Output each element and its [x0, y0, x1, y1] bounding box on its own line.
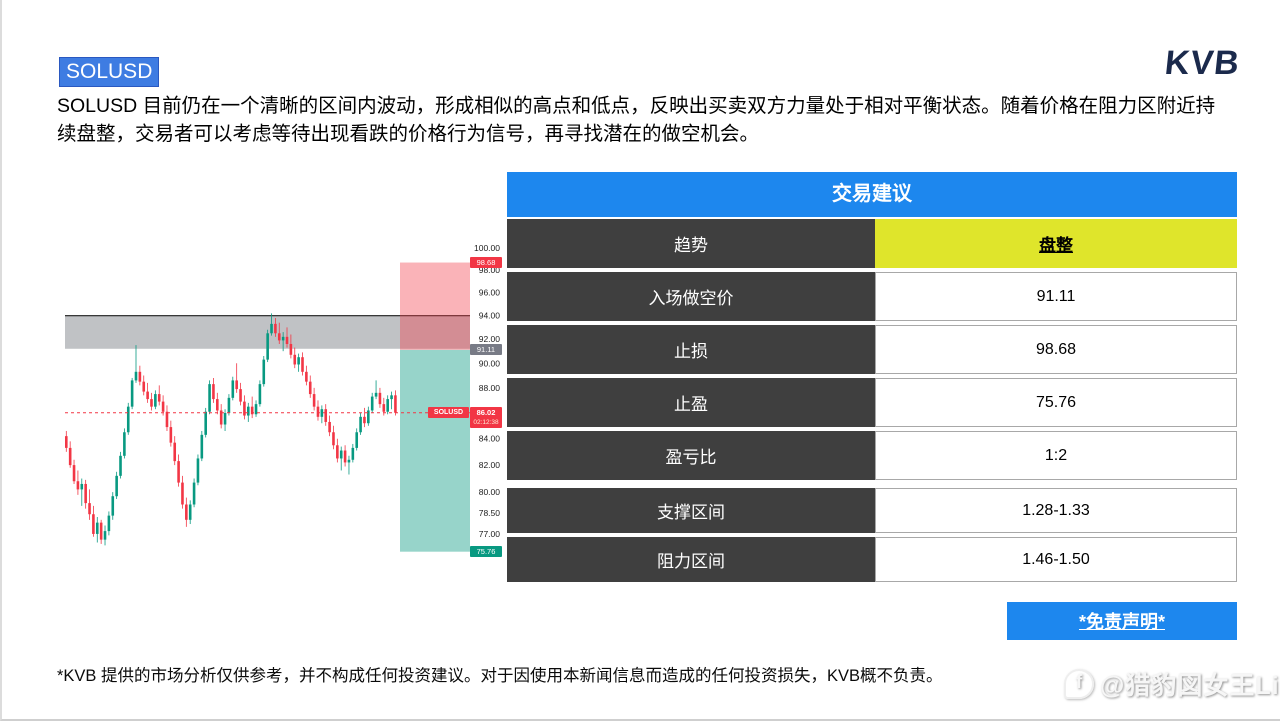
watermark: f @猎豹図女王Li	[1064, 666, 1280, 702]
support-range-label: 支撑区间	[507, 488, 875, 533]
analysis-text: SOLUSD 目前仍在一个清晰的区间内波动，形成相似的高点和低点，反映出买卖双方…	[57, 95, 1216, 145]
table-row: 支撑区间 1.28-1.33	[507, 488, 1237, 533]
take-profit-value: 75.76	[875, 378, 1237, 427]
stop-loss-label: 止损	[507, 325, 875, 374]
stop-loss-price-tag: 98.68	[470, 257, 502, 269]
svg-text:82.00: 82.00	[479, 460, 501, 470]
resistance-range-label: 阻力区间	[507, 537, 875, 582]
table-row: 入场做空价 91.11	[507, 272, 1237, 321]
trade-advice-table: 交易建议 趋势 盘整 入场做空价 91.11 止损 98.68 止盈 75.76…	[507, 172, 1237, 586]
svg-text:96.00: 96.00	[479, 288, 501, 298]
footnote-disclaimer: *KVB 提供的市场分析仅供参考，并不构成任何投资建议。对于因使用本新闻信息而造…	[57, 667, 943, 685]
price-chart: 100.00 98.00 96.00 94.00 92.00 90.00 88.00 84.0…	[57, 232, 507, 562]
svg-text:84.00: 84.00	[479, 434, 501, 444]
table-row: 止盈 75.76	[507, 378, 1237, 427]
table-row: 趋势 盘整	[507, 219, 1237, 268]
current-price-tag: SOLUSD 86.02 02:12:38	[428, 407, 502, 429]
countdown-timer: 02:12:38	[473, 419, 499, 427]
stop-loss-value: 98.68	[875, 325, 1237, 374]
watermark-handle: @猎豹図女王Li	[1100, 672, 1280, 700]
svg-text:92.00: 92.00	[479, 334, 501, 344]
entry-price-tag: 91.11	[470, 344, 502, 356]
symbol-label: SOLUSD	[428, 407, 469, 419]
resistance-range-value: 1.46-1.50	[875, 537, 1237, 582]
table-row: 阻力区间 1.46-1.50	[507, 537, 1237, 582]
disclaimer-button[interactable]: *免责声明*	[1007, 602, 1237, 640]
svg-text:98.00: 98.00	[479, 265, 501, 275]
svg-text:80.00: 80.00	[479, 487, 501, 497]
svg-text:94.00: 94.00	[479, 311, 501, 321]
risk-reward-value: 1:2	[875, 431, 1237, 480]
risk-reward-label: 盈亏比	[507, 431, 875, 480]
svg-text:78.50: 78.50	[479, 508, 501, 518]
support-range-value: 1.28-1.33	[875, 488, 1237, 533]
take-profit-label: 止盈	[507, 378, 875, 427]
facebook-icon: f	[1064, 669, 1094, 699]
current-price: 86.02	[476, 408, 496, 418]
symbol-badge: SOLUSD	[59, 57, 160, 87]
kvb-logo: KVB	[1163, 44, 1242, 82]
entry-label: 入场做空价	[507, 272, 875, 321]
candlestick-chart: 100.00 98.00 96.00 94.00 92.00 90.00 88.00 84.0…	[65, 243, 501, 552]
svg-text:90.00: 90.00	[479, 358, 501, 368]
svg-text:100.00: 100.00	[474, 243, 500, 253]
take-profit-price-tag: 75.76	[470, 546, 502, 558]
trend-value: 盘整	[875, 219, 1237, 268]
svg-text:88.00: 88.00	[479, 383, 501, 393]
table-row: 盈亏比 1:2	[507, 431, 1237, 480]
svg-text:77.00: 77.00	[479, 529, 501, 539]
entry-value: 91.11	[875, 272, 1237, 321]
table-row: 止损 98.68	[507, 325, 1237, 374]
trend-label: 趋势	[507, 219, 875, 268]
table-header: 交易建议	[507, 172, 1237, 217]
